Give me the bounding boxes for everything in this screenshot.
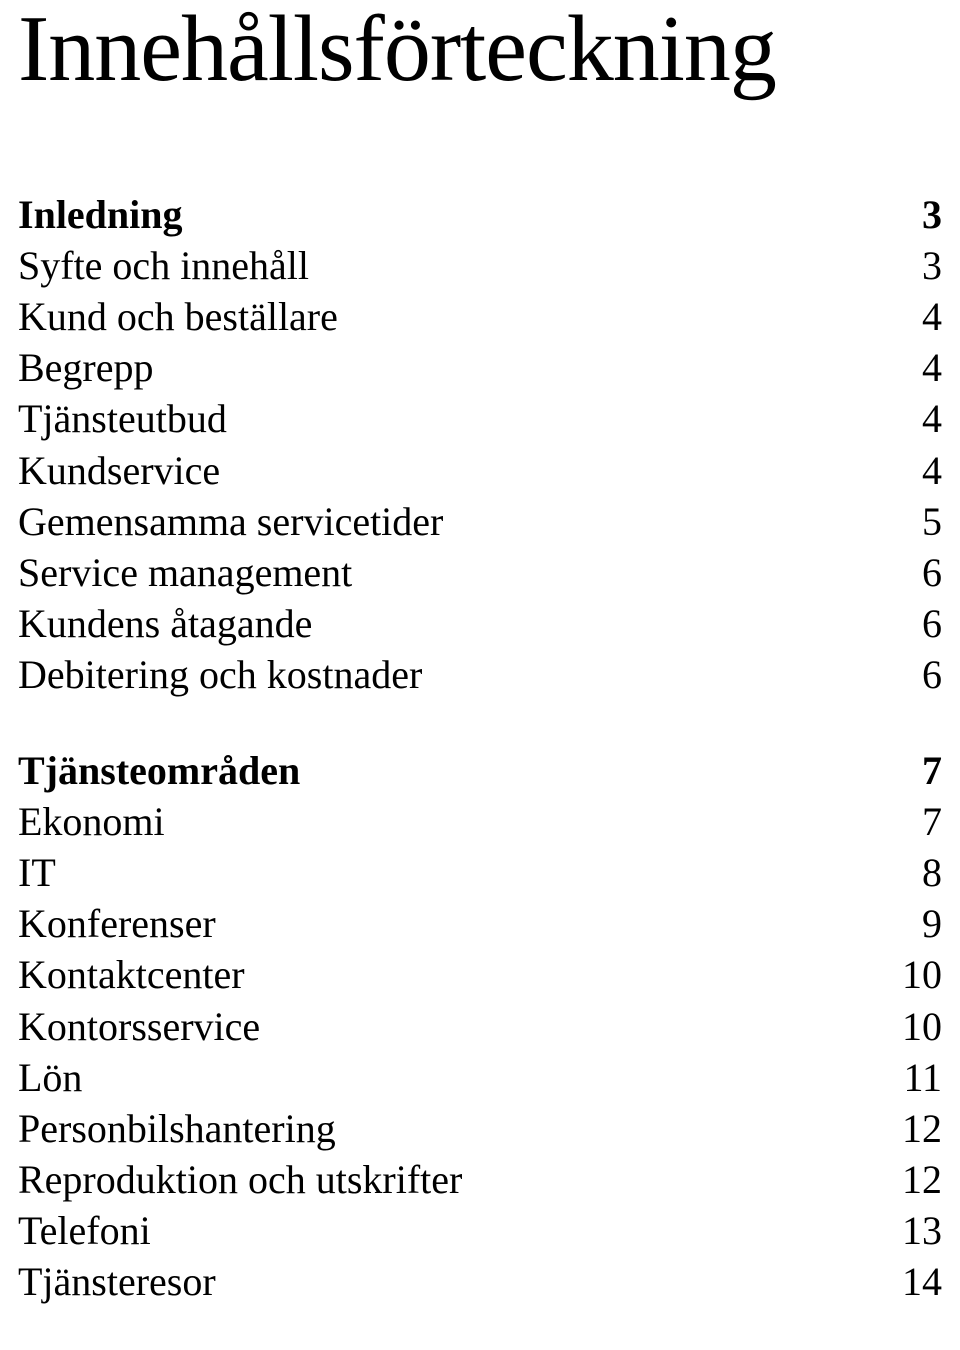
- toc-item: Tjänsteutbud 4: [18, 393, 942, 444]
- toc-page-number: 12: [862, 1154, 942, 1205]
- toc-label: Reproduktion och utskrifter: [18, 1154, 462, 1205]
- toc-label: IT: [18, 847, 56, 898]
- toc-label: Service management: [18, 547, 352, 598]
- toc-page-number: 12: [862, 1103, 942, 1154]
- toc-page-number: 3: [862, 240, 942, 291]
- toc-item: Debitering och kostnader 6: [18, 649, 942, 700]
- toc-page-number: 11: [862, 1052, 942, 1103]
- toc-page-number: 8: [862, 847, 942, 898]
- toc-label: Lön: [18, 1052, 82, 1103]
- toc-item: Tjänsteresor 14: [18, 1256, 942, 1307]
- toc-page-number: 13: [862, 1205, 942, 1256]
- toc-page-number: 7: [862, 796, 942, 847]
- section-gap: [18, 701, 942, 745]
- toc-item: Service management 6: [18, 547, 942, 598]
- toc-page-number: 3: [862, 189, 942, 240]
- toc-label: Inledning: [18, 189, 183, 240]
- toc-item: Personbilshantering 12: [18, 1103, 942, 1154]
- toc-label: Tjänsteresor: [18, 1256, 216, 1307]
- toc-label: Kund och beställare: [18, 291, 338, 342]
- toc-label: Kundservice: [18, 445, 220, 496]
- toc-page-number: 5: [862, 496, 942, 547]
- toc-page-number: 10: [862, 949, 942, 1000]
- toc-label: Personbilshantering: [18, 1103, 336, 1154]
- toc-page-number: 6: [862, 598, 942, 649]
- toc-label: Tjänsteutbud: [18, 393, 227, 444]
- toc-page-number: 6: [862, 649, 942, 700]
- toc-label: Tjänsteområden: [18, 745, 300, 796]
- toc-item: Kundservice 4: [18, 445, 942, 496]
- toc-item: Telefoni 13: [18, 1205, 942, 1256]
- page-title: Innehållsförteckning: [18, 0, 942, 99]
- toc-page-number: 6: [862, 547, 942, 598]
- toc-label: Kontaktcenter: [18, 949, 245, 1000]
- toc-item: Konferenser 9: [18, 898, 942, 949]
- toc-item: Syfte och innehåll 3: [18, 240, 942, 291]
- toc-page-number: 10: [862, 1001, 942, 1052]
- table-of-contents: Inledning 3 Syfte och innehåll 3 Kund oc…: [18, 189, 942, 1308]
- toc-label: Konferenser: [18, 898, 216, 949]
- toc-label: Syfte och innehåll: [18, 240, 309, 291]
- toc-item: Kund och beställare 4: [18, 291, 942, 342]
- toc-section-heading: Tjänsteområden 7: [18, 745, 942, 796]
- toc-page-number: 7: [862, 745, 942, 796]
- toc-page-number: 4: [862, 445, 942, 496]
- toc-label: Telefoni: [18, 1205, 151, 1256]
- toc-label: Kontorsservice: [18, 1001, 260, 1052]
- toc-item: Gemensamma servicetider 5: [18, 496, 942, 547]
- toc-page-number: 14: [862, 1256, 942, 1307]
- toc-item: Lön 11: [18, 1052, 942, 1103]
- toc-label: Begrepp: [18, 342, 154, 393]
- toc-label: Kundens åtagande: [18, 598, 312, 649]
- toc-item: Reproduktion och utskrifter 12: [18, 1154, 942, 1205]
- toc-page-number: 9: [862, 898, 942, 949]
- toc-page-number: 4: [862, 342, 942, 393]
- toc-item: Kontaktcenter 10: [18, 949, 942, 1000]
- toc-label: Gemensamma servicetider: [18, 496, 443, 547]
- toc-item: Ekonomi 7: [18, 796, 942, 847]
- toc-item: Kontorsservice 10: [18, 1001, 942, 1052]
- toc-section-heading: Inledning 3: [18, 189, 942, 240]
- toc-item: IT 8: [18, 847, 942, 898]
- toc-page-number: 4: [862, 393, 942, 444]
- toc-label: Debitering och kostnader: [18, 649, 422, 700]
- toc-page-number: 4: [862, 291, 942, 342]
- toc-item: Begrepp 4: [18, 342, 942, 393]
- toc-item: Kundens åtagande 6: [18, 598, 942, 649]
- toc-label: Ekonomi: [18, 796, 165, 847]
